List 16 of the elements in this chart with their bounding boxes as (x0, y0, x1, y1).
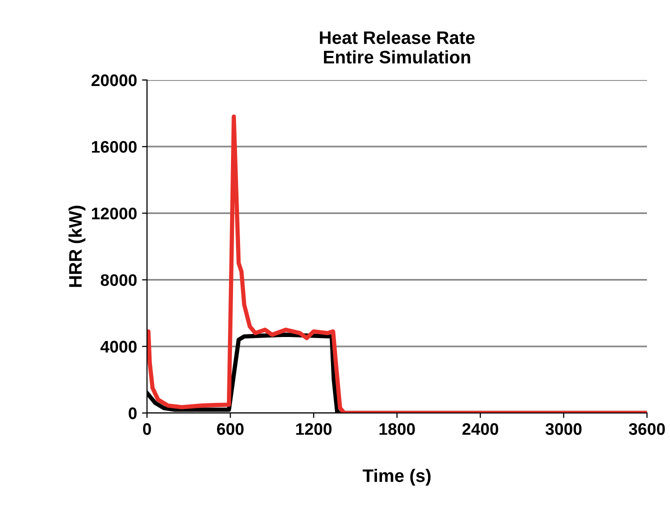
x-tick-label: 1800 (380, 423, 415, 435)
x-tick-label: 1200 (296, 423, 332, 435)
x-tick-label: 0 (143, 423, 151, 435)
y-tick-label: 20000 (92, 74, 137, 86)
y-tick-label: 8000 (100, 274, 137, 286)
y-axis-title: HRR (kW) (68, 206, 86, 287)
chart-title: Heat Release Rate Entire Simulation (320, 30, 475, 64)
y-tick-label: 4000 (100, 340, 137, 353)
y-tick-label: 12000 (92, 208, 137, 220)
y-tick-label: 16000 (92, 141, 137, 153)
y-tick-label: 0 (128, 407, 137, 420)
x-tick-label: 600 (217, 423, 244, 435)
x-tick-label: 3000 (546, 423, 582, 435)
x-tick-label: 2400 (462, 423, 498, 435)
x-axis-title: Time (s) (362, 468, 431, 486)
x-tick-label: 3600 (628, 423, 665, 435)
